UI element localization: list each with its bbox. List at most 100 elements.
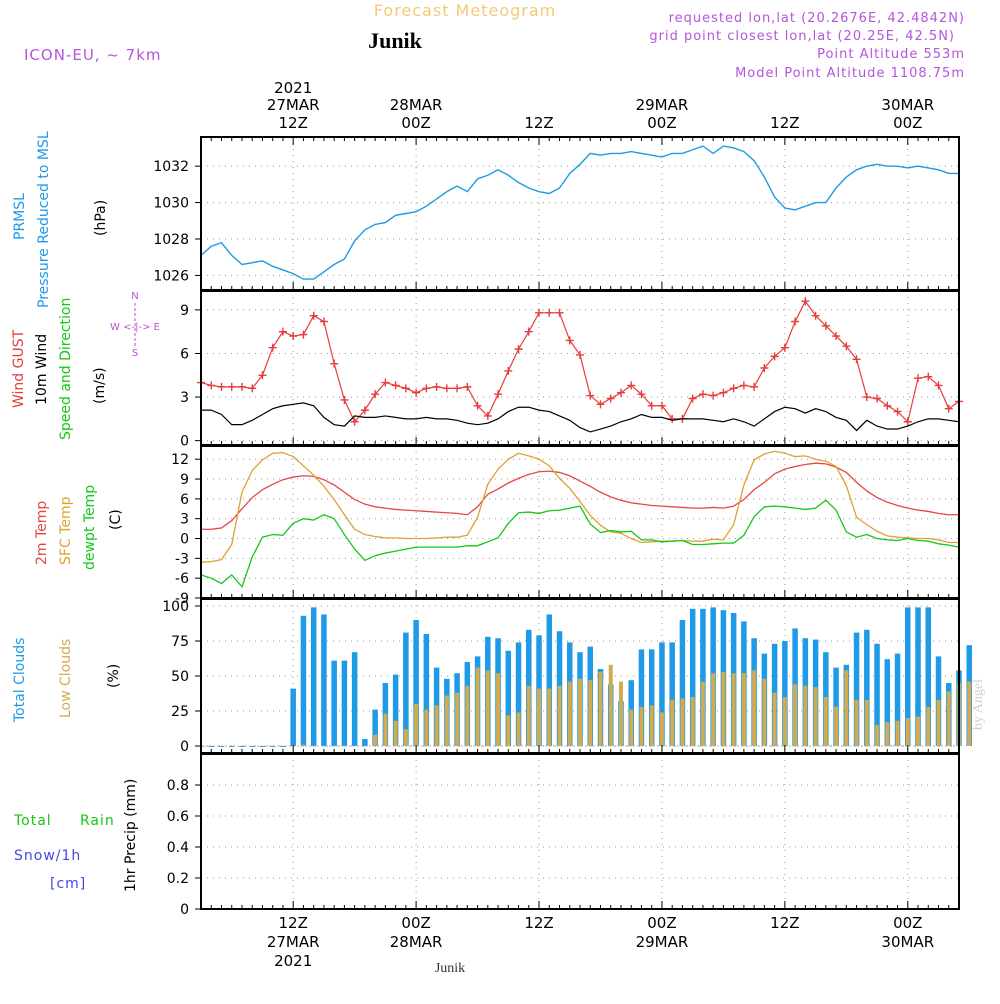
gust-point: [791, 317, 800, 326]
low-clouds-label: Low Clouds: [58, 639, 74, 718]
gust-point: [934, 381, 943, 390]
clouds-panel: 0 25 50 75 100: [162, 598, 972, 755]
precipitation-ytick-label: 0.4: [167, 840, 189, 856]
wind-unit: (m/s): [92, 367, 108, 404]
footer-station: Junik: [435, 961, 465, 976]
gust-point: [535, 308, 544, 317]
gust-point: [442, 384, 451, 393]
temperature-panel: -9 -6 -3 0 3 6 9 12: [171, 445, 960, 607]
total-clouds-label: Total Clouds: [12, 638, 28, 723]
total-cloud-bar: [505, 650, 512, 746]
gust-point: [473, 401, 482, 410]
low-cloud-bar: [526, 685, 531, 746]
precip-axis-label: 1hr Precip (mm): [123, 779, 139, 892]
precipitation-ytick-label: 0.8: [167, 778, 189, 794]
time-axis-label: 28MAR: [390, 96, 443, 114]
gust-point: [371, 390, 380, 399]
gust-point: [780, 343, 789, 352]
time-axis-label: 27MAR: [267, 933, 320, 951]
low-cloud-bar: [301, 744, 306, 746]
total-cloud-bar: [915, 607, 921, 746]
precip-labels: Total Rain Snow/1h [cm] 1hr Precip (mm): [13, 779, 139, 892]
gust-line: [200, 300, 960, 423]
total-cloud-bar: [423, 634, 430, 746]
temperature-ytick-label: -6: [175, 571, 189, 587]
pressure-unit: (hPa): [93, 200, 109, 236]
total-cloud-bar: [925, 607, 932, 746]
total-cloud-bar: [884, 659, 891, 746]
gust-point: [914, 374, 923, 383]
gust-point: [842, 342, 851, 351]
low-cloud-bar: [967, 681, 972, 746]
gust-point: [750, 382, 759, 391]
gust-point: [340, 395, 349, 404]
low-cloud-bar: [547, 688, 552, 746]
low-cloud-bar: [700, 681, 705, 746]
low-cloud-bar: [393, 720, 398, 746]
low-cloud-bar: [424, 709, 429, 746]
gust-point: [504, 366, 513, 375]
gust-point: [760, 364, 769, 372]
gust-point: [237, 382, 246, 391]
precipitation-ytick-label: 0: [180, 902, 189, 918]
time-axis-label: 12Z: [524, 914, 553, 932]
total-cloud-bar: [864, 629, 870, 746]
gust-point: [719, 388, 728, 397]
snow-unit: [cm]: [50, 876, 86, 892]
total-cloud-bar: [515, 642, 522, 746]
gust-point: [647, 401, 656, 410]
total-cloud-bar: [392, 674, 399, 746]
time-axis-label: 00Z: [401, 114, 430, 132]
t2m-label: 2m Temp: [34, 501, 50, 565]
low-cloud-bar: [496, 673, 501, 746]
pressure-ytick-label: 1030: [153, 196, 189, 212]
low-cloud-bar: [711, 673, 716, 746]
gust-point: [770, 352, 779, 361]
requested-coords: requested lon,lat (20.2676E, 42.4842N): [669, 11, 965, 26]
gust-point: [463, 382, 472, 391]
low-cloud-bar: [680, 698, 685, 746]
gust-point: [586, 391, 595, 400]
gust-point: [432, 382, 441, 391]
temperature-ytick-label: 6: [180, 492, 189, 508]
total-cloud-bar: [208, 746, 214, 747]
wind-frame: [200, 290, 960, 446]
gust-point: [555, 308, 564, 317]
gust-point: [709, 391, 718, 400]
total-cloud-bar: [290, 688, 296, 746]
total-cloud-bar: [362, 739, 368, 746]
snow-label: Snow/1h: [14, 848, 81, 864]
gust-point: [350, 417, 359, 426]
total-cloud-bar: [269, 746, 276, 747]
time-axis-label: 00Z: [647, 914, 676, 932]
low-cloud-bar: [793, 684, 798, 746]
gust-point: [811, 311, 820, 320]
total-cloud-bar: [321, 614, 327, 746]
low-cloud-bar: [875, 725, 880, 746]
time-axis-label: 12Z: [770, 114, 799, 132]
precipitation-frame: [200, 753, 960, 910]
low-cloud-bar: [414, 704, 419, 746]
total-cloud-bar: [894, 653, 901, 746]
pressure-frame: [200, 136, 960, 291]
gust-point: [514, 345, 523, 354]
low-cloud-bar: [465, 685, 470, 746]
low-cloud-bar: [895, 720, 900, 746]
gust-point: [729, 384, 738, 393]
gust-point: [453, 384, 462, 393]
pressure-ytick-label: 1032: [153, 159, 189, 175]
time-axis-label: 2021: [274, 79, 312, 97]
low-cloud-bar: [670, 699, 675, 746]
low-cloud-bar: [516, 712, 521, 746]
panels: 1026 1028 1030 1032 0 3 6 9 -9 -6 -3 0 3 6 9 12 0 25 50 75 1…: [153, 136, 972, 918]
gust-point: [268, 343, 277, 352]
time-axis-label: 29MAR: [636, 933, 689, 951]
clouds-ytick-label: 0: [180, 739, 189, 755]
time-axis-label: 12Z: [279, 114, 308, 132]
temperature-ytick-label: 3: [180, 512, 189, 528]
pressure-label-1: PRMSL: [12, 193, 28, 240]
gust-point: [545, 308, 554, 317]
